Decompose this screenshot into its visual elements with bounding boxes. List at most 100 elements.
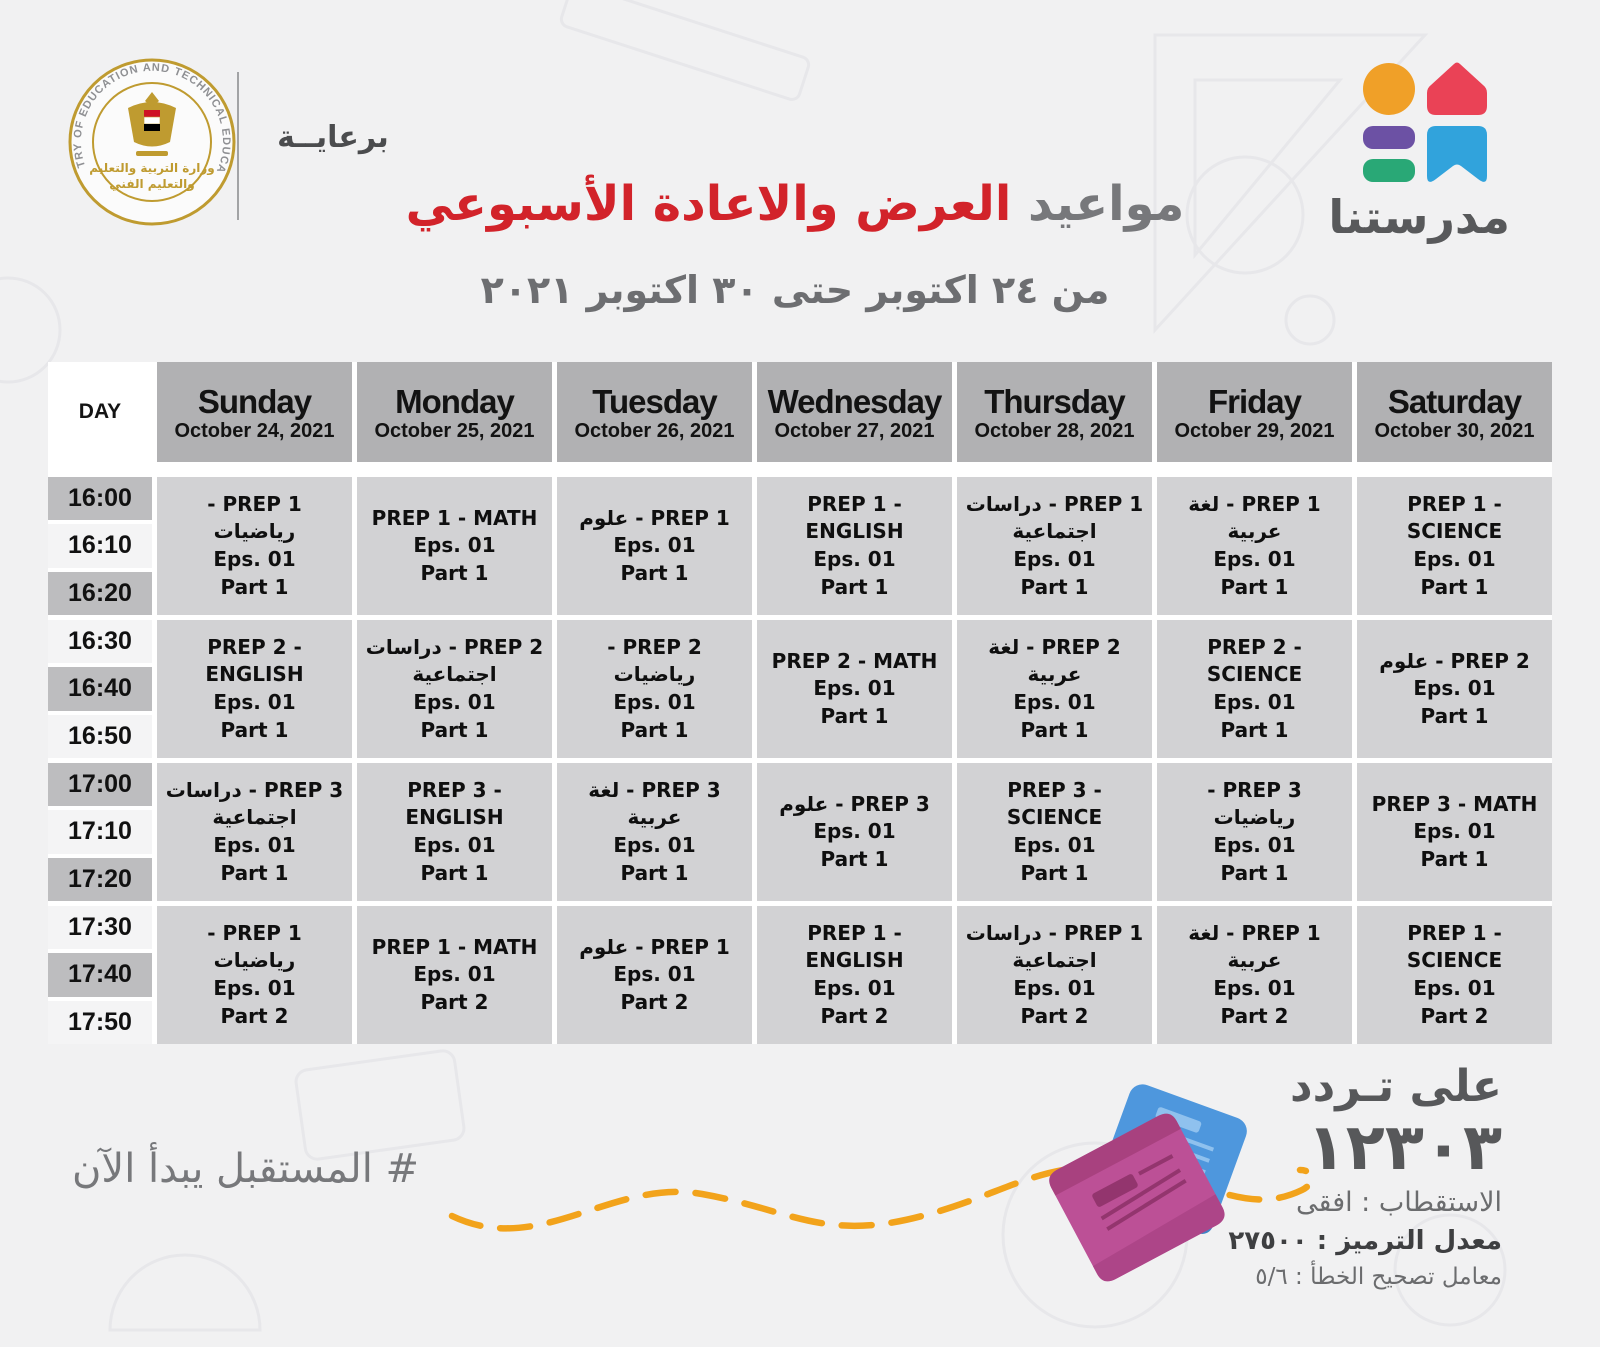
program-cell: PREP 1 - SCIENCE Eps. 01 Part 1: [1357, 477, 1552, 615]
program-title: PREP 3 - MATH: [1371, 791, 1538, 816]
program-part: Part 1: [220, 574, 289, 599]
program-title: PREP 1 - لغة عربية: [1188, 920, 1321, 973]
time-slot: 16:10: [48, 524, 152, 568]
program-title: PREP 3 - علوم: [779, 791, 930, 816]
program-cell: PREP 1 - MATH Eps. 01 Part 2: [357, 906, 552, 1044]
schedule-row-group: 16:00 16:10 16:20 PREP 1 - رياضيات Eps. 01 Pa…: [48, 477, 1552, 615]
day-date: October 29, 2021: [1174, 419, 1335, 442]
program-part: Part 1: [1220, 860, 1289, 885]
program-episode: Eps. 01: [1213, 690, 1296, 714]
program-episode: Eps. 01: [1413, 676, 1496, 701]
program-cell: PREP 1 - SCIENCE Eps. 01 Part 2: [1357, 906, 1552, 1044]
program-part: Part 2: [1420, 1003, 1489, 1028]
program-episode: Eps. 01: [413, 690, 496, 714]
program-part: Part 1: [820, 574, 889, 599]
program-title: PREP 1 - MATH: [371, 934, 538, 959]
program-episode: Eps. 01: [1013, 547, 1096, 571]
program-title: PREP 1 - دراسات اجتماعية: [965, 491, 1144, 544]
program-episode: Eps. 01: [213, 547, 296, 571]
program-episode: Eps. 01: [213, 976, 296, 1000]
program-part: Part 1: [620, 717, 689, 742]
program-part: Part 2: [1220, 1003, 1289, 1028]
page-title-gray: مواعيد: [1028, 176, 1185, 232]
program-part: Part 1: [420, 717, 489, 742]
day-header-thursday: Thursday October 28, 2021: [957, 362, 1152, 462]
time-column: 16:30 16:40 16:50: [48, 620, 152, 758]
program-title: PREP 2 - SCIENCE: [1206, 634, 1303, 687]
program-cell: PREP 3 - رياضيات Eps. 01 Part 1: [1157, 763, 1352, 901]
page-title-red: العرض والاعادة الأسبوعي: [405, 176, 1012, 232]
program-part: Part 2: [1020, 1003, 1089, 1028]
day-date: October 24, 2021: [174, 419, 335, 442]
schedule-row-group: 17:00 17:10 17:20 PREP 3 - دراسات اجتماعية E…: [48, 763, 1552, 901]
time-slot: 17:40: [48, 953, 152, 997]
program-part: Part 2: [220, 1003, 289, 1028]
ministry-of-education-seal: MINISTRY OF EDUCATION AND TECHNICAL EDUC…: [66, 56, 236, 226]
program-cell: PREP 2 - لغة عربية Eps. 01 Part 1: [957, 620, 1152, 758]
program-part: Part 2: [420, 989, 489, 1014]
logo-red-house: [1427, 62, 1487, 115]
logo-blue-bookmark: [1427, 126, 1487, 182]
time-column: 17:00 17:10 17:20: [48, 763, 152, 901]
program-cell: PREP 1 - لغة عربية Eps. 01 Part 1: [1157, 477, 1352, 615]
program-cell: PREP 3 - لغة عربية Eps. 01 Part 1: [557, 763, 752, 901]
program-cell: PREP 1 - دراسات اجتماعية Eps. 01 Part 1: [957, 477, 1152, 615]
program-episode: Eps. 01: [613, 690, 696, 714]
time-slot: 17:50: [48, 1000, 152, 1044]
program-episode: Eps. 01: [413, 533, 496, 558]
logo-green-bar: [1363, 159, 1415, 182]
header-divider: [237, 72, 239, 220]
program-episode: Eps. 01: [1413, 976, 1496, 1000]
day-header-monday: Monday October 25, 2021: [357, 362, 552, 462]
pink-book: [1049, 1113, 1225, 1282]
program-cell: PREP 1 - رياضيات Eps. 01 Part 1: [157, 477, 352, 615]
program-title: PREP 1 - علوم: [579, 934, 730, 959]
program-cell: PREP 1 - ENGLISH Eps. 01 Part 2: [757, 906, 952, 1044]
time-slot: 16:00: [48, 477, 152, 521]
program-episode: Eps. 01: [213, 833, 296, 857]
program-cell: PREP 3 - ENGLISH Eps. 01 Part 1: [357, 763, 552, 901]
day-date: October 28, 2021: [974, 419, 1135, 442]
program-part: Part 1: [1420, 703, 1489, 728]
schedule-row-group: 17:30 17:40 17:50 PREP 1 - رياضيات Eps. 01 Pa…: [48, 906, 1552, 1044]
day-name: Wednesday: [767, 383, 943, 421]
program-part: Part 1: [620, 560, 689, 585]
program-cell: PREP 1 - رياضيات Eps. 01 Part 2: [157, 906, 352, 1044]
program-title: PREP 3 - SCIENCE: [1006, 777, 1103, 830]
program-cell: PREP 1 - علوم Eps. 01 Part 1: [557, 477, 752, 615]
program-title: PREP 3 - دراسات اجتماعية: [165, 777, 344, 830]
day-header-friday: Friday October 29, 2021: [1157, 362, 1352, 462]
program-title: PREP 1 - علوم: [579, 505, 730, 530]
program-part: Part 1: [820, 703, 889, 728]
program-cell: PREP 2 - MATH Eps. 01 Part 1: [757, 620, 952, 758]
program-part: Part 1: [820, 846, 889, 871]
program-title: PREP 3 - لغة عربية: [588, 777, 721, 830]
madrasetna-brand: مدرستنا: [1328, 62, 1510, 244]
program-episode: Eps. 01: [413, 833, 496, 857]
program-part: Part 1: [1020, 717, 1089, 742]
program-cell: PREP 3 - علوم Eps. 01 Part 1: [757, 763, 952, 901]
time-slot: 17:00: [48, 763, 152, 807]
program-episode: Eps. 01: [813, 976, 896, 1000]
day-header-tuesday: Tuesday October 26, 2021: [557, 362, 752, 462]
program-title: PREP 2 - ENGLISH: [205, 634, 304, 687]
program-part: Part 1: [620, 860, 689, 885]
day-header-saturday: Saturday October 30, 2021: [1357, 362, 1552, 462]
time-slot: 16:40: [48, 667, 152, 711]
program-cell: PREP 2 - علوم Eps. 01 Part 1: [1357, 620, 1552, 758]
day-date: October 27, 2021: [774, 419, 935, 442]
program-title: PREP 1 - لغة عربية: [1188, 491, 1321, 544]
program-title: PREP 1 - SCIENCE: [1406, 920, 1503, 973]
day-date: October 26, 2021: [574, 419, 735, 442]
time-slot: 16:20: [48, 571, 152, 615]
seal-arabic-line2: والتعليم الفني: [109, 177, 194, 192]
program-title: PREP 3 - ENGLISH: [405, 777, 504, 830]
program-title: PREP 2 - MATH: [771, 648, 938, 673]
time-slot: 17:20: [48, 857, 152, 901]
program-episode: Eps. 01: [813, 676, 896, 701]
day-date: October 25, 2021: [374, 419, 535, 442]
program-title: PREP 1 - رياضيات: [207, 491, 302, 544]
time-column: 17:30 17:40 17:50: [48, 906, 152, 1044]
program-cell: PREP 2 - ENGLISH Eps. 01 Part 1: [157, 620, 352, 758]
